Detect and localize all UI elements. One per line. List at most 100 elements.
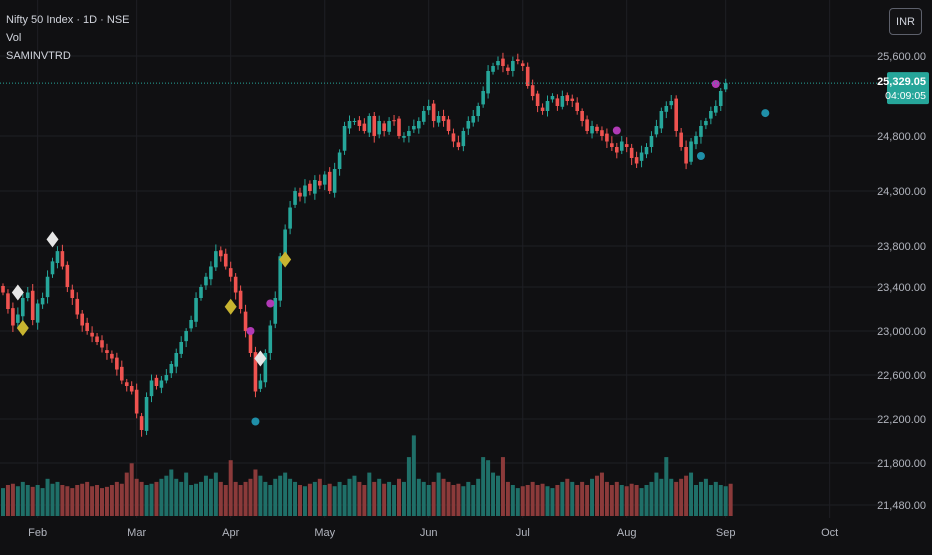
volume-bar [104, 486, 109, 516]
signal-diamond-yellow [279, 251, 292, 268]
volume-bar [134, 478, 139, 516]
candle-body [605, 133, 609, 142]
volume-bar [421, 481, 426, 516]
candle-body [714, 106, 718, 113]
candle-body [600, 130, 604, 136]
candle-body [486, 71, 490, 94]
volume-bar [585, 485, 590, 516]
volume-bar [659, 478, 664, 516]
volume-bar [599, 472, 604, 516]
candle-body [535, 93, 540, 106]
candle-body [342, 126, 347, 151]
volume-bar [55, 481, 60, 516]
time-axis[interactable]: Feb Mar Apr May Jun Jul Aug Sep Oct [28, 527, 838, 539]
volume-bar [199, 481, 203, 516]
candle-body [446, 119, 451, 131]
candle-body [238, 290, 243, 309]
candle-body [718, 91, 723, 106]
chart-legend: Nifty 50 Index · 1D · NSE Vol SAMINVTRD [6, 11, 130, 65]
volume-bar [194, 483, 199, 516]
volume-bar [154, 481, 159, 516]
volume-bar [362, 485, 367, 516]
candle-body [570, 98, 575, 101]
volume-bar [614, 481, 619, 516]
candle-body [461, 131, 466, 147]
price-tick-label: 21,480.00 [877, 500, 926, 512]
volume-bar [208, 478, 213, 516]
volume-bar [476, 478, 481, 516]
candle-body [664, 106, 669, 112]
volume-bar [203, 475, 208, 516]
volume-bar [604, 481, 609, 516]
currency-button[interactable]: INR [889, 8, 922, 35]
candle-body [540, 107, 545, 111]
volume-bar [570, 481, 575, 516]
candle-body [639, 152, 644, 161]
price-tick-label: 22,600.00 [877, 370, 926, 382]
candle-body [16, 314, 20, 323]
candle-body [332, 169, 337, 193]
volume-bar [25, 485, 30, 516]
volume-indicator-label[interactable]: Vol [6, 32, 22, 44]
candle-body [75, 298, 80, 315]
signal-dot-teal [251, 417, 260, 426]
candle-body [204, 276, 208, 286]
candle-body [520, 63, 525, 66]
volume-bar [342, 485, 347, 516]
candle-body [555, 98, 560, 106]
candle-body [318, 180, 322, 186]
candle-body [124, 382, 129, 386]
volume-bar [545, 486, 550, 516]
candle-body [80, 313, 84, 326]
candle-body [565, 95, 570, 101]
signal-dot-magenta [266, 299, 275, 308]
price-tick-label: 23,800.00 [877, 241, 926, 253]
candle-body [699, 126, 703, 137]
candle-body [159, 380, 164, 388]
volume-bar [80, 483, 85, 516]
candle-body [134, 389, 139, 414]
candle-body [248, 331, 253, 353]
volume-bar [129, 463, 134, 516]
candle-body [194, 298, 198, 322]
price-axis[interactable]: 25,600.00 24,800.00 24,300.00 23,800.00 23,4… [877, 51, 926, 512]
volume-bar [75, 485, 80, 516]
time-tick-label: Sep [716, 527, 736, 539]
volume-bar [540, 483, 545, 516]
volume-bar [65, 486, 70, 516]
candle-body [11, 308, 15, 326]
candle-body [560, 96, 565, 107]
volume-bar [708, 485, 713, 516]
signal-diamond-white [254, 350, 267, 367]
candle-body [644, 147, 649, 155]
volume-bar [228, 460, 233, 516]
volume-bar [530, 481, 535, 516]
volume-bar [679, 478, 684, 516]
volume-bar [654, 472, 659, 516]
candle-body [372, 116, 377, 136]
candle-body [258, 380, 263, 389]
candle-body [223, 253, 228, 267]
volume-bar [5, 485, 10, 516]
volume-bar [595, 475, 599, 516]
candle-body [629, 147, 634, 158]
candle-body [595, 126, 599, 131]
candle-body [45, 276, 50, 298]
volume-bar [184, 472, 189, 516]
volume-bar [387, 481, 392, 516]
symbol-title[interactable]: Nifty 50 Index · 1D · NSE [6, 14, 130, 26]
custom-indicator-label[interactable]: SAMINVTRD [6, 50, 71, 62]
candle-body [327, 171, 332, 191]
time-tick-label: Jun [420, 527, 438, 539]
candle-body [298, 192, 302, 197]
volume-bar [471, 485, 476, 516]
price-tick-label: 25,600.00 [877, 51, 926, 63]
candle-body [421, 111, 426, 122]
volume-bar [169, 469, 174, 516]
candle-body [144, 397, 149, 431]
volume-bar [119, 483, 124, 516]
last-price-value: 25,329.05 [877, 76, 926, 88]
candle-body [550, 96, 555, 100]
